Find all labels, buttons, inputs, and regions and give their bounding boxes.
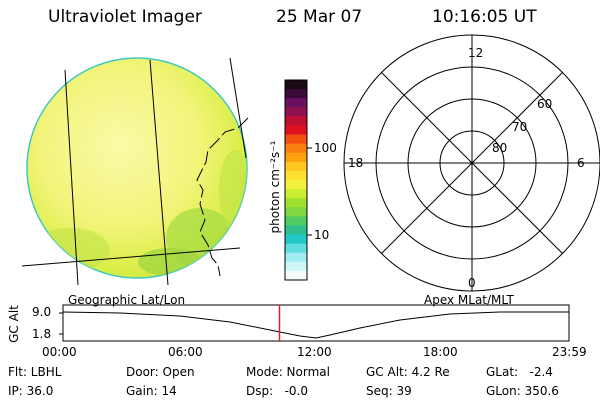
instrument-title: Ultraviolet Imager (48, 7, 202, 27)
geo-gridlines (21, 57, 249, 286)
colorbar-segment (285, 143, 307, 154)
colorbar-tick-label-100: 100 (314, 141, 337, 155)
colorbar-segment (285, 161, 307, 172)
status-gain: Gain: 14 (126, 384, 177, 398)
timeline-frame (62, 304, 570, 342)
status-filter: Flt: LBHL (8, 365, 62, 379)
colorbar-segment (285, 234, 307, 245)
status-door: Door: Open (126, 365, 195, 379)
timeline-y-tick-1-8: 1.8 (32, 327, 52, 341)
mlt-label-6: 6 (577, 156, 585, 170)
mlat-label-60: 60 (537, 97, 553, 111)
colorbar-segment (285, 89, 307, 99)
colorbar-segment (285, 243, 307, 254)
colorbar-frame (284, 79, 308, 281)
altitude-timeline (59, 304, 570, 342)
timeline-x-tick: 00:00 (42, 345, 77, 359)
mlat-label-80: 80 (492, 141, 508, 155)
colorbar-segment (285, 270, 307, 281)
colorbar-segment (285, 107, 307, 117)
mlat-label-70: 70 (512, 120, 528, 134)
colorbar-segment (285, 207, 307, 217)
timeline-y-axis-label: GC Alt (7, 305, 21, 343)
colorbar-segment (285, 189, 307, 199)
colorbar-segment (285, 261, 307, 272)
status-dsp: Dsp: -0.0 (246, 384, 309, 398)
colorbar-segment (285, 152, 307, 163)
coastline-trace (196, 117, 249, 277)
colorbar-segment (285, 125, 307, 136)
colorbar-segment (285, 116, 307, 126)
colorbar-segment (285, 80, 307, 90)
colorbar (284, 79, 312, 281)
status-mode: Mode: Normal (246, 365, 330, 379)
colorbar-segment (285, 225, 307, 236)
status-glon: GLon: 350.6 (486, 384, 559, 398)
colorbar-segment (285, 180, 307, 190)
longitude-line (149, 59, 169, 286)
latitude-line (21, 247, 241, 267)
timeline-left-label: Geographic Lat/Lon (68, 293, 186, 307)
status-glat: GLat: -2.4 (486, 365, 553, 379)
colorbar-segment (285, 198, 307, 208)
uv-image (26, 57, 248, 279)
mlt-label-18: 18 (348, 156, 364, 170)
colorbar-segment (285, 170, 307, 181)
timeline-x-tick: 06:00 (168, 345, 203, 359)
status-gc-alt: GC Alt: 4.2 Re (366, 365, 450, 379)
colorbar-segment (285, 216, 307, 226)
colorbar-segment (285, 98, 307, 108)
image-date: 25 Mar 07 (276, 7, 363, 27)
timeline-x-tick: 23:59 (552, 345, 587, 359)
colorbar-segment (285, 134, 307, 145)
colorbar-segment (285, 252, 307, 263)
colorbar-tick-label-10: 10 (314, 228, 330, 242)
timeline-right-label: Apex MLat/MLT (424, 293, 514, 307)
image-time: 10:16:05 UT (432, 7, 537, 27)
altitude-curve (62, 311, 569, 339)
status-ip: IP: 36.0 (8, 384, 54, 398)
timeline-x-tick: 18:00 (423, 345, 458, 359)
polar-diagonal (381, 72, 563, 254)
colorbar-unit-label: photon cm⁻²s⁻¹ (268, 140, 282, 234)
longitude-line (229, 57, 247, 159)
timeline-x-tick: 12:00 (297, 345, 332, 359)
mlt-label-0: 0 (468, 276, 476, 290)
longitude-line (64, 69, 79, 286)
status-seq: Seq: 39 (366, 384, 412, 398)
mlt-label-12: 12 (468, 46, 484, 60)
polar-plot (343, 34, 600, 292)
timeline-y-tick-9: 9.0 (32, 305, 52, 319)
